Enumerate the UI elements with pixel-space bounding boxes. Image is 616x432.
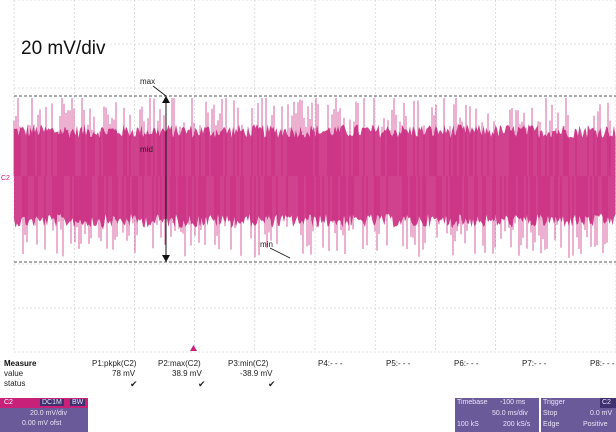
min-label-leader bbox=[269, 247, 291, 259]
param-p2-status-icon: ✔ bbox=[198, 379, 206, 389]
cursor-arrow-top bbox=[162, 96, 170, 103]
param-p7-name[interactable]: P7:- - - bbox=[522, 359, 547, 368]
timebase-samples: 100 kS bbox=[457, 421, 479, 428]
channel-ground-marker: C2 bbox=[1, 175, 10, 182]
param-p2-value: 38.9 mV bbox=[172, 369, 202, 378]
timebase-box[interactable] bbox=[455, 398, 539, 432]
channel-name: C2 bbox=[4, 399, 13, 406]
channel-bandwidth: BW bbox=[70, 399, 86, 406]
cursor-mid-label: mid bbox=[140, 145, 153, 154]
param-p1-name[interactable]: P1:pkpk(C2) bbox=[92, 359, 137, 368]
timebase-delay: -100 ms bbox=[500, 399, 526, 406]
trigger-level: 0.0 mV bbox=[590, 410, 613, 417]
param-p3-name[interactable]: P3:min(C2) bbox=[228, 359, 269, 368]
trigger-position-marker bbox=[190, 345, 197, 351]
waveform-display: max mid min C2 bbox=[1, 0, 616, 353]
param-p1-value: 78 mV bbox=[112, 369, 136, 378]
param-p6-name[interactable]: P6:- - - bbox=[454, 359, 479, 368]
measure-table: Measure P1:pkpk(C2) P2:max(C2) P3:min(C2… bbox=[0, 357, 616, 397]
trigger-channel-tag: C2 bbox=[602, 399, 611, 406]
param-p4-name[interactable]: P4:- - - bbox=[318, 359, 343, 368]
param-p3-status-icon: ✔ bbox=[268, 379, 276, 389]
volts-per-div-label: 20 mV/div bbox=[18, 38, 109, 60]
param-p8-name[interactable]: P8:- - - bbox=[590, 359, 615, 368]
trigger-title: Trigger bbox=[543, 399, 565, 406]
param-p2-name[interactable]: P2:max(C2) bbox=[158, 359, 201, 368]
cursor-max-label: max bbox=[140, 77, 155, 86]
timebase-per-div: 50.0 ms/div bbox=[492, 410, 528, 417]
timebase-rate: 200 kS/s bbox=[503, 421, 531, 428]
param-p1-status-icon: ✔ bbox=[130, 379, 138, 389]
row-label-value: value bbox=[4, 369, 24, 378]
param-p5-name[interactable]: P5:- - - bbox=[386, 359, 411, 368]
channel-scale: 20.0 mV/div bbox=[30, 410, 67, 417]
timebase-title: Timebase bbox=[457, 399, 488, 406]
cursor-arrow-bottom bbox=[162, 255, 170, 262]
param-p3-value: -38.9 mV bbox=[240, 369, 273, 378]
waveform-trace bbox=[13, 98, 611, 258]
row-label-status: status bbox=[4, 379, 26, 388]
trigger-type: Edge bbox=[543, 421, 560, 428]
channel-coupling: DC1M bbox=[40, 399, 64, 406]
cursor-min-label: min bbox=[260, 240, 273, 249]
max-label-leader bbox=[152, 85, 167, 97]
trigger-mode: Stop bbox=[543, 410, 558, 417]
measure-header[interactable]: Measure bbox=[4, 359, 37, 368]
trigger-slope: Positive bbox=[583, 421, 608, 428]
channel-offset: 0.00 mV ofst bbox=[22, 420, 62, 427]
